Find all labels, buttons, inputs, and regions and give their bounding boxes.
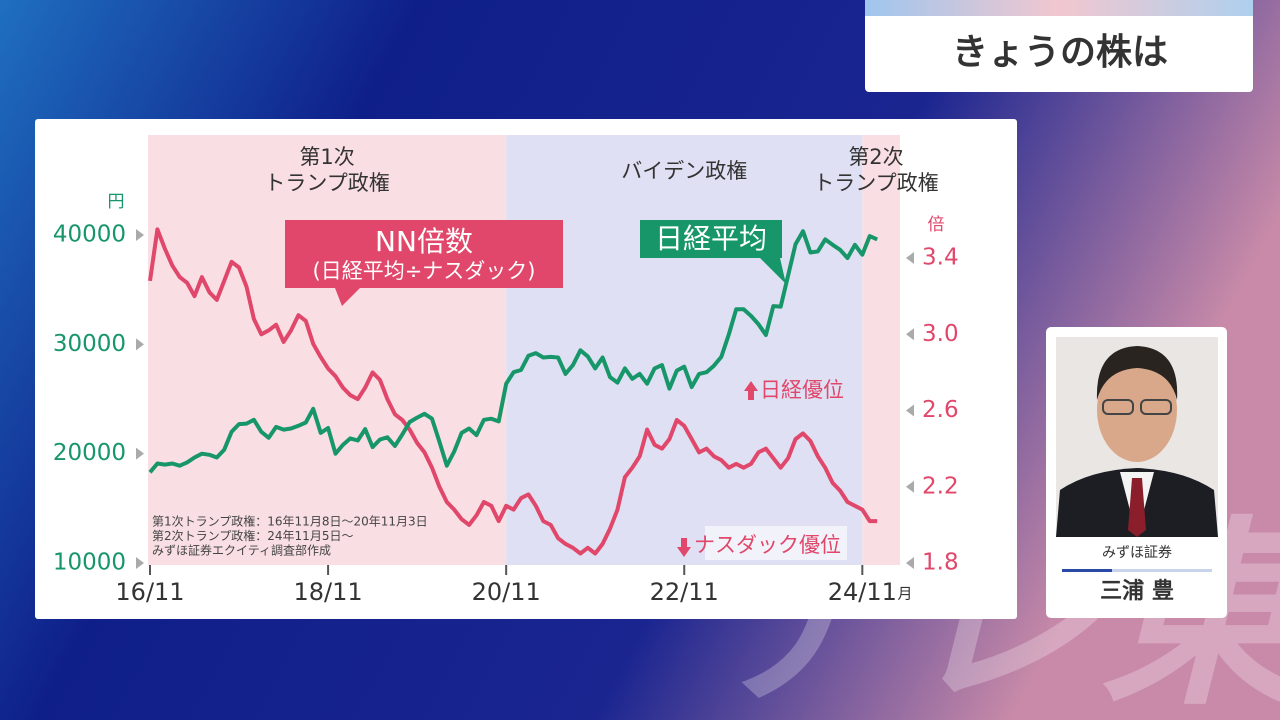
- y2-tick-mark: [906, 252, 914, 264]
- y-axis-unit: 円: [108, 192, 125, 212]
- down-arrow: [677, 538, 691, 557]
- y2-tick-label: 3.0: [922, 321, 959, 347]
- series-label: NN倍数: [375, 225, 473, 258]
- annotation: ナスダック優位: [694, 533, 841, 557]
- x-tick-label: 22/11: [650, 578, 719, 606]
- header-title: きょうの株は: [952, 32, 1168, 73]
- period-band: [862, 135, 900, 565]
- y-tick-mark: [136, 229, 144, 241]
- series-line: [148, 227, 878, 556]
- header-box: [865, 0, 1253, 92]
- speaker-name: 三浦 豊: [1100, 578, 1174, 604]
- callout-box: [640, 220, 786, 284]
- x-tick-label: 20/11: [472, 578, 541, 606]
- y2-tick-label: 2.2: [922, 473, 959, 499]
- period-band: [148, 135, 507, 565]
- y-tick-label: 30000: [53, 331, 126, 357]
- period-label: トランプ政権: [264, 171, 389, 195]
- source-note: みずほ証券エクイティ調査部作成: [152, 543, 331, 558]
- y-tick-label: 10000: [53, 550, 126, 576]
- y2-tick-mark: [906, 557, 914, 569]
- source-note: 第2次トランプ政権：24年11月5日～: [152, 528, 353, 543]
- y2-tick-label: 3.4: [922, 245, 959, 271]
- y2-axis-unit: 倍: [928, 215, 945, 235]
- speaker-photo: [1056, 337, 1218, 537]
- speaker-rule-accent: [1062, 569, 1112, 572]
- series-note: (日経平均÷ナスダック): [313, 259, 536, 283]
- y-tick-mark: [136, 338, 144, 351]
- y-tick-mark: [136, 557, 144, 569]
- x-tick-label: 24/11: [828, 578, 897, 606]
- series-label: 日経平均: [655, 222, 767, 255]
- y-tick-label: 20000: [53, 440, 126, 466]
- period-label: 第2次: [848, 145, 903, 169]
- y2-tick-mark: [906, 480, 914, 493]
- y2-tick-label: 1.8: [922, 550, 959, 576]
- plot: 第1次トランプ政権 バイデン政権第2次トランプ政権1000020000300004…: [53, 135, 959, 606]
- y-tick-label: 40000: [53, 222, 126, 248]
- speaker-company: みずほ証券: [1102, 545, 1172, 561]
- period-label: トランプ政権: [813, 171, 938, 195]
- period-label: バイデン政権: [621, 159, 747, 183]
- annotation-bg: [705, 526, 847, 560]
- x-axis-unit: 月: [897, 585, 912, 603]
- period-band: [506, 135, 863, 565]
- y2-tick-label: 2.6: [922, 397, 959, 423]
- y2-tick-mark: [906, 404, 914, 417]
- x-tick-label: 18/11: [293, 578, 362, 606]
- series-line: [148, 229, 879, 474]
- x-tick-label: 16/11: [115, 578, 184, 606]
- header-strip: [865, 0, 1253, 16]
- annotation: 日経優位: [760, 378, 844, 402]
- period-label: 第1次: [299, 145, 354, 169]
- y-tick-mark: [136, 447, 144, 460]
- source-note: 第1次トランプ政権：16年11月8日～20年11月3日: [152, 514, 428, 529]
- callout-box: [285, 220, 563, 306]
- speaker-rule: [1062, 569, 1212, 572]
- y2-tick-mark: [906, 328, 914, 341]
- up-arrow: [744, 381, 758, 400]
